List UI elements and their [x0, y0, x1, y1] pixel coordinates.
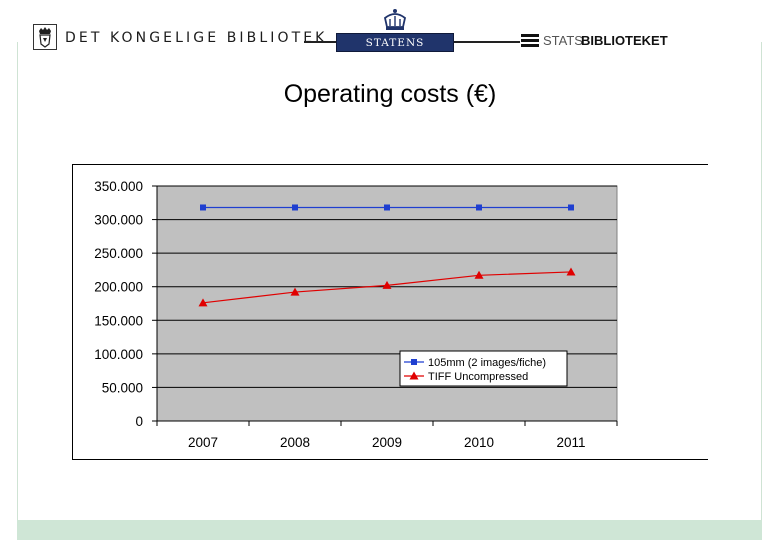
legend-label: TIFF Uncompressed: [428, 371, 528, 383]
y-tick-label: 350.000: [94, 179, 143, 194]
kb-logo-text: DET KONGELIGE BIBLIOTEK: [65, 30, 328, 46]
slide-title: Operating costs (€): [283, 80, 497, 108]
crown-icon: [383, 9, 407, 30]
data-point-square: [200, 204, 206, 211]
chart: 0 50.000 100.000 150.000 200.000 250.000 300.0…: [72, 164, 708, 460]
header-rule: [304, 41, 336, 43]
sa-logo-text: STATENS ARKIVER: [336, 33, 454, 68]
x-tick-label: 2007: [188, 435, 218, 450]
data-point-square: [384, 204, 390, 211]
legend-label: 105mm (2 images/fiche): [428, 357, 546, 369]
data-point-square: [476, 204, 482, 211]
sa-logo: STATENS ARKIVER: [336, 8, 454, 68]
y-tick-label: 300.000: [94, 213, 143, 228]
sb-logo-text-bold: BIBLIOTEKET: [581, 33, 668, 48]
data-point-triangle: [382, 280, 392, 289]
y-tick-label: 50.000: [102, 380, 143, 395]
crown-emblem-icon: [33, 24, 57, 50]
x-tick-label: 2008: [280, 435, 310, 450]
data-point-triangle: [198, 298, 208, 307]
sb-logo-text-light: STATS: [543, 33, 583, 48]
x-tick-label: 2010: [464, 435, 494, 450]
data-point-square: [568, 204, 574, 211]
header-rule: [454, 41, 520, 43]
y-tick-label: 200.000: [94, 280, 143, 295]
data-point-triangle: [290, 287, 300, 296]
x-tick-label: 2011: [556, 435, 585, 450]
legend-box: [399, 350, 568, 387]
data-point-triangle: [566, 267, 576, 276]
line-chart: 0 50.000 100.000 150.000 200.000 250.000 300.0…: [94, 179, 618, 450]
data-point-triangle: [474, 270, 484, 279]
x-tick-label: 2009: [372, 435, 402, 450]
stacked-bars-icon: [521, 34, 539, 47]
footer-band: [17, 520, 762, 540]
slide-frame: [17, 42, 762, 520]
data-point-square: [292, 204, 298, 211]
y-tick-label: 0: [135, 414, 143, 429]
y-tick-label: 100.000: [94, 347, 143, 362]
y-tick-label: 250.000: [94, 246, 143, 261]
y-tick-label: 150.000: [94, 313, 143, 328]
legend-marker-square: [411, 359, 417, 365]
legend-marker-triangle: [409, 371, 419, 380]
